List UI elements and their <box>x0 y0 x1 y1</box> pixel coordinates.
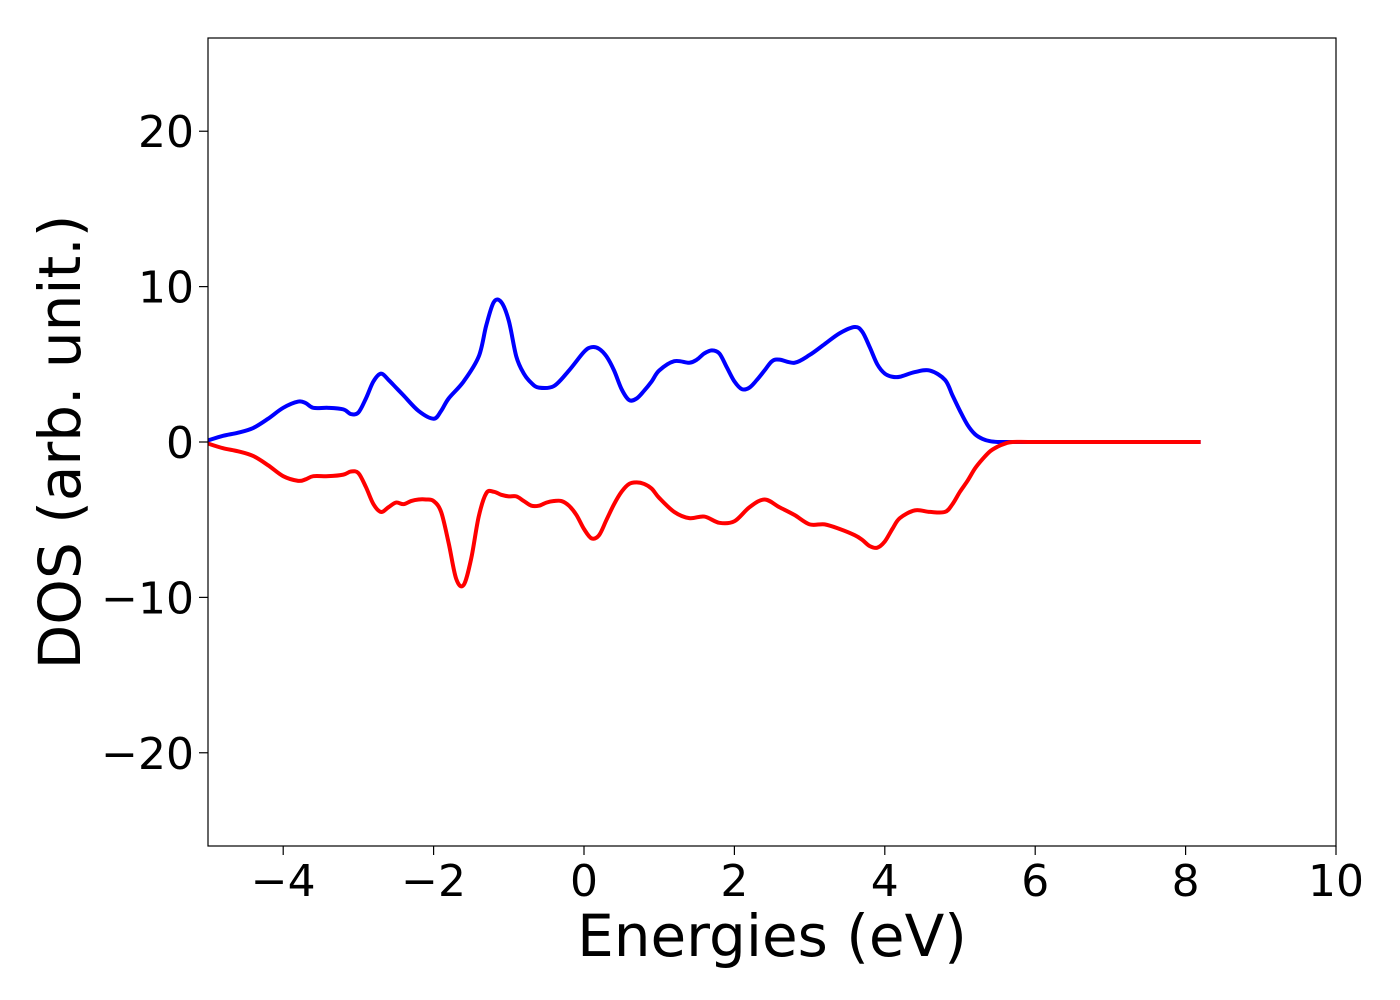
y-tick-label: 20 <box>138 107 194 158</box>
y-tick-label: −20 <box>101 729 194 780</box>
x-tick-label: 8 <box>1172 856 1200 907</box>
y-axis-label: DOS (arb. unit.) <box>26 215 94 670</box>
y-tick-label: 10 <box>138 263 194 314</box>
series-layer <box>208 297 1201 589</box>
y-tick-label: 0 <box>166 418 194 469</box>
x-tick-label: 6 <box>1021 856 1049 907</box>
x-axis: −4 −2 0 2 4 6 8 10 <box>251 846 1364 907</box>
y-tick-label: −10 <box>101 573 194 624</box>
x-tick-label: 10 <box>1308 856 1364 907</box>
x-axis-label: Energies (eV) <box>577 902 967 970</box>
x-tick-label: 4 <box>871 856 899 907</box>
series-line-2 <box>208 439 1201 589</box>
series-line-1 <box>208 297 1201 445</box>
x-tick-label: −4 <box>251 856 316 907</box>
x-tick-label: 2 <box>720 856 748 907</box>
x-tick-label: −2 <box>401 856 466 907</box>
x-tick-label: 0 <box>570 856 598 907</box>
y-axis: −20 −10 0 10 20 <box>101 107 208 780</box>
